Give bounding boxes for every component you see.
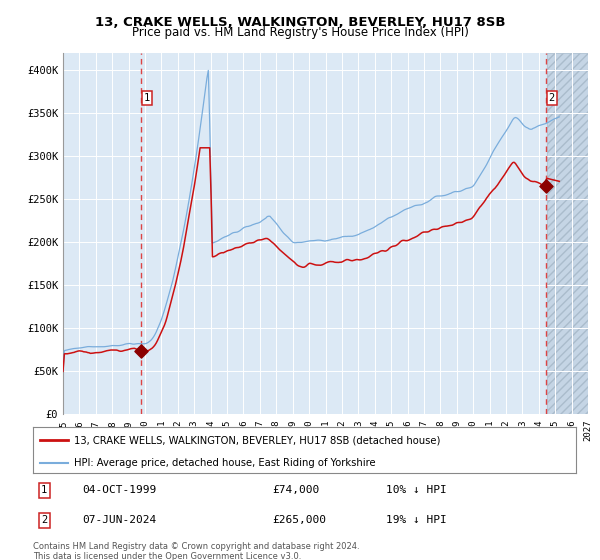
Text: 2: 2 xyxy=(41,515,47,525)
Text: Price paid vs. HM Land Registry's House Price Index (HPI): Price paid vs. HM Land Registry's House … xyxy=(131,26,469,39)
Text: 1: 1 xyxy=(41,486,47,496)
Text: 04-OCT-1999: 04-OCT-1999 xyxy=(82,486,156,496)
Text: Contains HM Land Registry data © Crown copyright and database right 2024.
This d: Contains HM Land Registry data © Crown c… xyxy=(33,542,359,560)
Point xyxy=(136,346,146,355)
Text: 19% ↓ HPI: 19% ↓ HPI xyxy=(386,515,446,525)
Text: £74,000: £74,000 xyxy=(272,486,319,496)
Text: HPI: Average price, detached house, East Riding of Yorkshire: HPI: Average price, detached house, East… xyxy=(74,458,376,468)
Text: 10% ↓ HPI: 10% ↓ HPI xyxy=(386,486,446,496)
Bar xyxy=(547,53,588,414)
Text: 13, CRAKE WELLS, WALKINGTON, BEVERLEY, HU17 8SB (detached house): 13, CRAKE WELLS, WALKINGTON, BEVERLEY, H… xyxy=(74,435,440,445)
Text: 07-JUN-2024: 07-JUN-2024 xyxy=(82,515,156,525)
Text: 13, CRAKE WELLS, WALKINGTON, BEVERLEY, HU17 8SB: 13, CRAKE WELLS, WALKINGTON, BEVERLEY, H… xyxy=(95,16,505,29)
Point xyxy=(541,182,551,191)
Text: 2: 2 xyxy=(548,93,555,103)
Bar xyxy=(547,53,588,414)
Text: £265,000: £265,000 xyxy=(272,515,326,525)
Text: 1: 1 xyxy=(143,93,149,103)
